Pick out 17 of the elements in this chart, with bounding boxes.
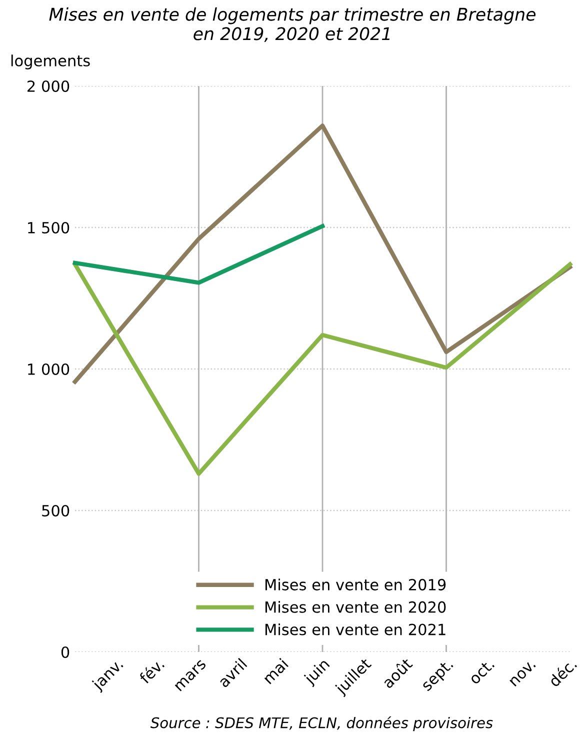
source-note: Source : SDES MTE, ECLN, données provisoires	[150, 716, 493, 732]
legend-label: Mises en vente en 2021	[265, 623, 446, 636]
legend-label: Mises en vente en 2019	[265, 578, 446, 590]
x-tick-label: nov.	[509, 660, 536, 687]
x-tick-label: oct.	[468, 658, 495, 685]
y-tick-label: 2 000	[28, 80, 70, 92]
legend-label: Mises en vente en 2020	[265, 601, 446, 613]
x-tick-label: déc.	[547, 658, 578, 688]
y-tick-label: 1 000	[28, 363, 70, 376]
y-tick-label: 1 500	[28, 222, 70, 234]
y-axis-title: logements	[11, 54, 90, 70]
line-series	[72, 124, 572, 384]
y-tick-label: 0	[61, 646, 70, 658]
line-series	[72, 262, 572, 476]
x-tick-label: fév.	[138, 658, 165, 684]
chart-title: Mises en vente de logements par trimestre en Bretagne en 2019, 2020 et 2021	[49, 7, 536, 42]
y-tick-label: 500	[42, 504, 70, 517]
